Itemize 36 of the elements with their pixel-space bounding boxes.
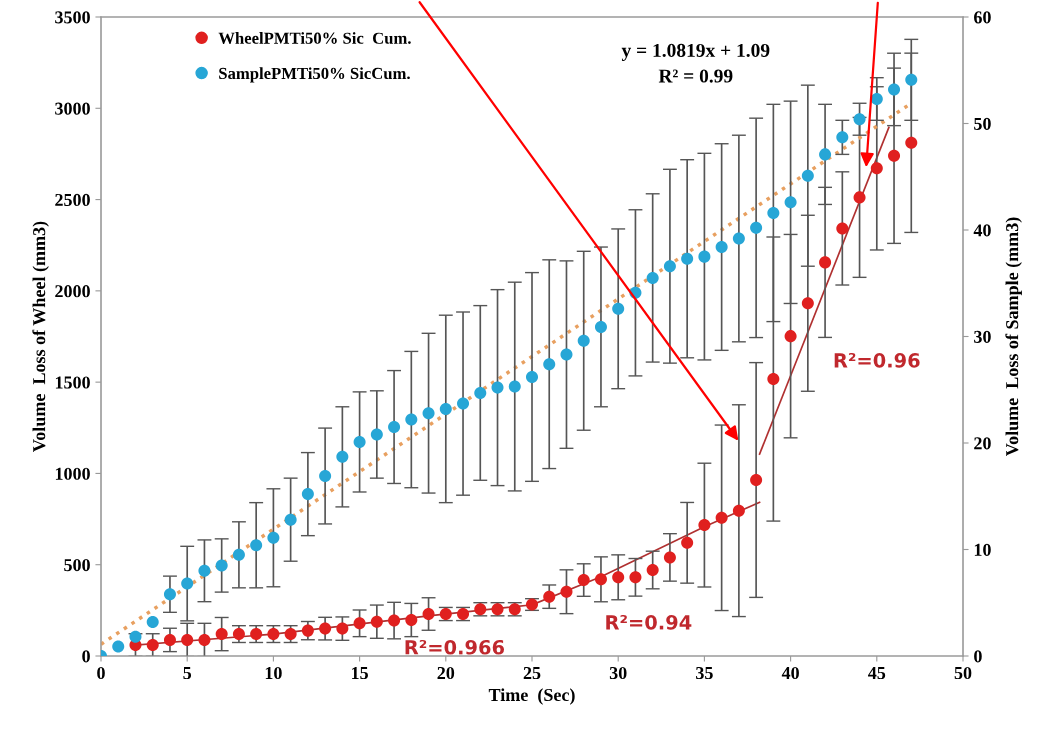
y-tick-label: 0 bbox=[82, 650, 90, 663]
legend-label: WheelPMTi50% Sic Cum. bbox=[218, 32, 411, 44]
legend-label: SamplePMTi50% SicCum. bbox=[219, 67, 410, 83]
y-tick-label: 2500 bbox=[55, 193, 90, 207]
x-tick-label: 35 bbox=[696, 666, 713, 680]
y2-tick-label: 50 bbox=[974, 117, 991, 130]
x-tick-label: 45 bbox=[868, 667, 886, 680]
y-tick-label: 1500 bbox=[55, 376, 90, 389]
y-tick-label: 500 bbox=[64, 558, 90, 572]
annotation: R² = 0.99 bbox=[658, 69, 733, 83]
y2-tick-label: 20 bbox=[974, 437, 991, 450]
annotation: R²=0.96 bbox=[834, 352, 920, 368]
x-tick-label: 50 bbox=[954, 666, 972, 680]
annotation: R²=0.966 bbox=[405, 639, 505, 655]
y-tick-label: 1000 bbox=[55, 467, 90, 480]
x-tick-label: 25 bbox=[523, 666, 541, 680]
x-tick-label: 10 bbox=[265, 666, 282, 680]
y2-tick-label: 30 bbox=[974, 330, 991, 343]
x-tick-label: 5 bbox=[183, 667, 192, 680]
y2-axis-title: Volume Loss of Sample (mm3) bbox=[1005, 217, 1022, 457]
x-axis-title: Time (Sec) bbox=[488, 688, 575, 705]
y2-tick-label: 40 bbox=[973, 224, 991, 237]
y2-tick-label: 10 bbox=[974, 543, 991, 556]
y-tick-label: 3000 bbox=[55, 102, 90, 115]
y-tick-label: 3500 bbox=[55, 11, 90, 24]
x-tick-label: 0 bbox=[97, 666, 105, 680]
y2-tick-label: 60 bbox=[974, 11, 991, 24]
x-tick-label: 20 bbox=[437, 666, 455, 680]
x-tick-label: 40 bbox=[781, 666, 799, 680]
y2-tick-label: 0 bbox=[974, 650, 982, 663]
x-tick-label: 15 bbox=[352, 667, 368, 680]
annotation: R²=0.94 bbox=[606, 614, 692, 630]
y-axis-title: Volume Loss of Wheel (mm3) bbox=[32, 221, 49, 452]
x-tick-label: 30 bbox=[609, 666, 627, 680]
y-tick-label: 2000 bbox=[55, 285, 90, 298]
annotation: y = 1.0819x + 1.09 bbox=[621, 43, 770, 61]
